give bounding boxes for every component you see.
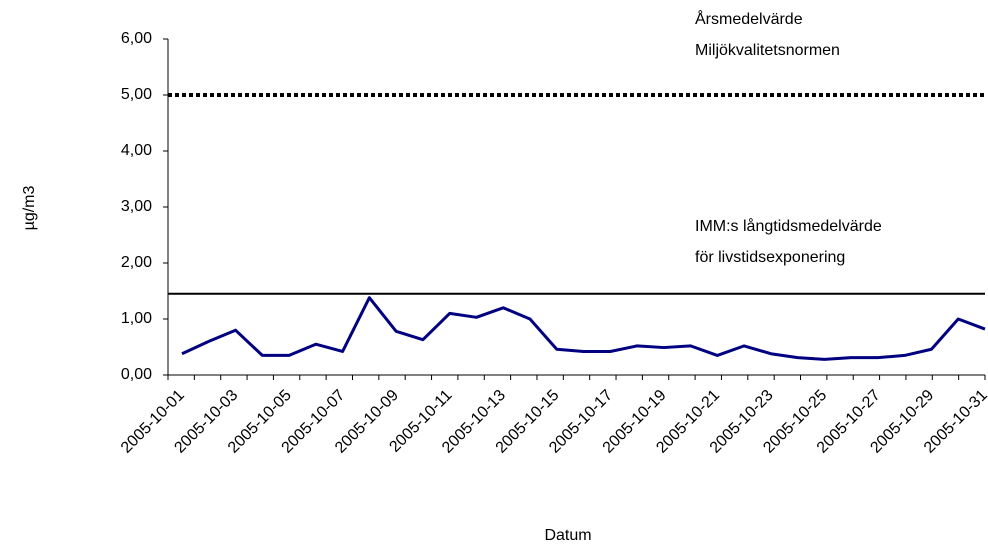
reference-label: IMM:s långtidsmedelvärde [695,217,882,235]
reference-label: Miljökvalitetsnormen [695,42,840,59]
y-tick-label: 5,00 [121,86,152,103]
reference-label: Årsmedelvärde [695,9,803,28]
data-line [181,296,986,361]
y-tick-label: 1,00 [121,310,152,327]
y-tick-label: 0,00 [121,366,152,383]
y-tick-label: 4,00 [121,142,152,159]
y-tick-label: 6,00 [121,30,152,47]
y-tick-label: 2,00 [121,254,152,271]
x-axis-label: Datum [544,527,591,544]
y-tick-label: 3,00 [121,198,152,215]
y-axis-label: µg/m3 [21,186,38,231]
reference-label: för livstidsexponering [695,249,845,266]
